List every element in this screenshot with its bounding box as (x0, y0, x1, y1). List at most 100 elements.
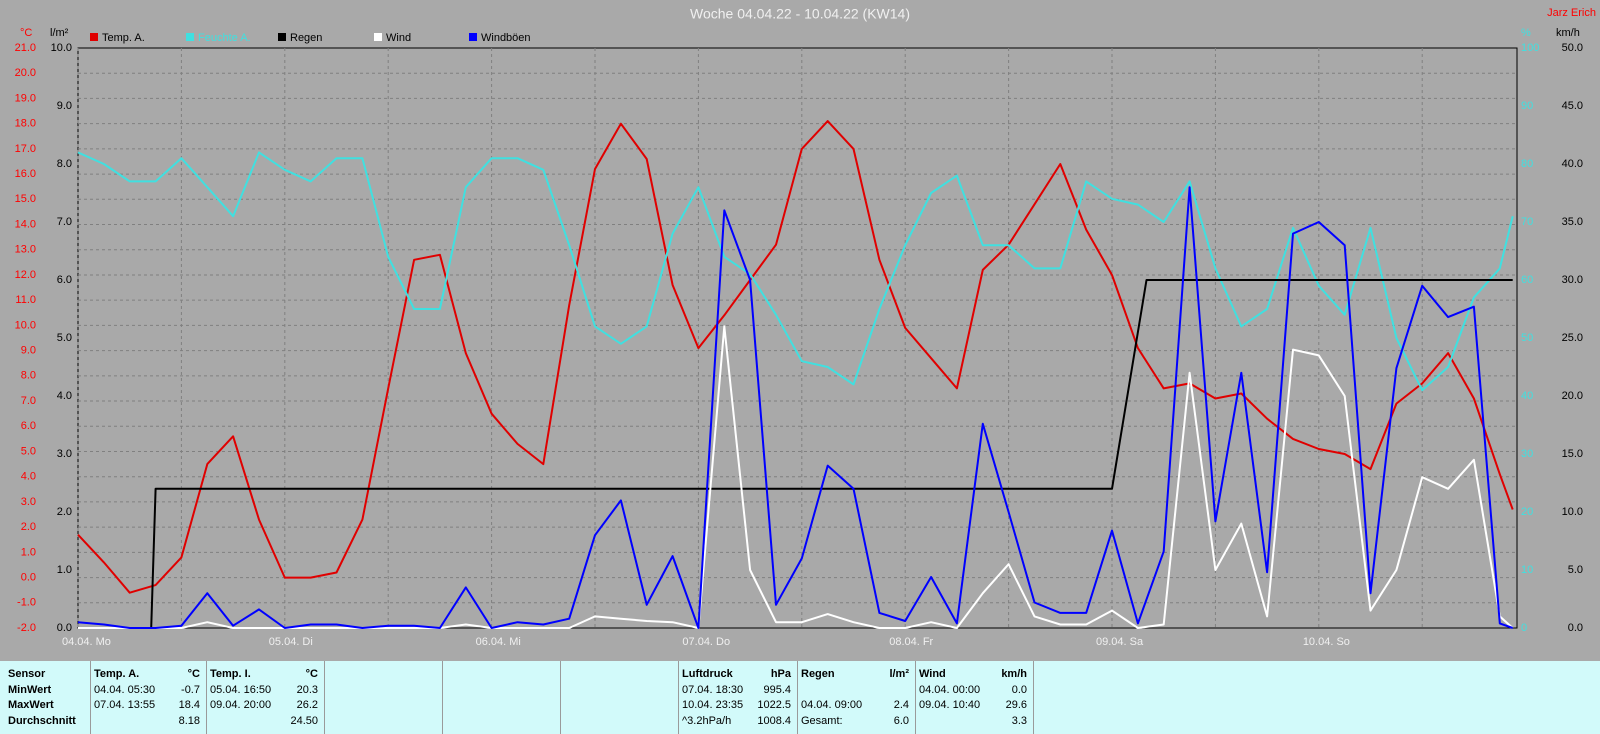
series-line (77, 151, 1514, 392)
y4-tick-label: 35.0 (1562, 216, 1583, 228)
y-tick-label: 12.0 (15, 269, 36, 281)
y3-tick-label: 60 (1521, 274, 1533, 286)
y-tick-label: 7.0 (21, 395, 36, 407)
cell-value: 1022.5 (757, 699, 791, 711)
y3-tick-label: 50 (1521, 332, 1533, 344)
y3-tick-label: 70 (1521, 216, 1533, 228)
y2-axis-title: l/m² (50, 27, 69, 39)
cell-time: 09.04. 10:40 (919, 699, 981, 711)
y-tick-label: 17.0 (15, 143, 36, 155)
y4-tick-label: 5.0 (1568, 564, 1583, 576)
column-separator (915, 661, 916, 734)
chart: Woche 04.04.22 - 10.04.22 (KW14) Jarz Er… (15, 6, 1596, 648)
y-tick-label: 19.0 (15, 92, 36, 104)
y2-tick-label: 3.0 (57, 448, 72, 460)
cell-value: 8.18 (178, 715, 200, 727)
y-tick-label: 21.0 (15, 42, 36, 54)
legend-label: Wind (386, 32, 411, 44)
column-header: Wind (919, 668, 946, 680)
column-unit: °C (305, 668, 318, 680)
y2-tick-label: 9.0 (57, 100, 72, 112)
y-axis-title: °C (20, 27, 32, 39)
y-tick-label: 15.0 (15, 193, 36, 205)
y-tick-label: 18.0 (15, 118, 36, 130)
y3-tick-label: 30 (1521, 448, 1533, 460)
legend-swatch (278, 33, 286, 41)
cell-time: 07.04. 13:55 (94, 699, 156, 711)
cell-time: Gesamt: (801, 715, 843, 727)
cell-value: 995.4 (763, 684, 791, 696)
column-unit: °C (187, 668, 200, 680)
legend-swatch (90, 33, 98, 41)
y-tick-label: 11.0 (15, 294, 36, 306)
cell-time: 09.04. 20:00 (210, 699, 272, 711)
column-unit: l/m² (889, 668, 909, 680)
column-header: Luftdruck (682, 668, 733, 680)
cell-time: 04.04. 09:00 (801, 699, 863, 711)
y3-tick-label: 80 (1521, 158, 1533, 170)
cell-time: 04.04. 05:30 (94, 684, 156, 696)
y3-tick-label: 100 (1521, 42, 1539, 54)
y-tick-label: 14.0 (15, 218, 36, 230)
y-tick-label: 16.0 (15, 168, 36, 180)
y3-tick-label: 90 (1521, 100, 1533, 112)
x-tick-label: 06.04. Mi (476, 636, 521, 648)
chart-title: Woche 04.04.22 - 10.04.22 (KW14) (690, 6, 910, 22)
column-separator (560, 661, 561, 734)
y3-tick-label: 10 (1521, 564, 1533, 576)
column-separator (678, 661, 679, 734)
y4-tick-label: 0.0 (1568, 622, 1583, 634)
y4-tick-label: 50.0 (1562, 42, 1583, 54)
y-tick-label: 6.0 (21, 420, 36, 432)
legend-swatch (186, 33, 194, 41)
y-tick-label: -2.0 (17, 622, 36, 634)
series-line (77, 186, 1514, 629)
column-separator (324, 661, 325, 734)
row-label: MinWert (8, 684, 52, 696)
cell-time: ^3.2hPa/h (682, 715, 732, 727)
series-line (78, 325, 1514, 629)
y2-tick-label: 2.0 (57, 506, 72, 518)
column-unit: km/h (1001, 668, 1027, 680)
y4-tick-label: 15.0 (1562, 448, 1583, 460)
y4-tick-label: 30.0 (1562, 274, 1583, 286)
author: Jarz Erich (1547, 7, 1596, 19)
y4-tick-label: 25.0 (1562, 332, 1583, 344)
cell-value: 26.2 (296, 699, 318, 711)
y2-tick-label: 7.0 (57, 216, 72, 228)
x-tick-label: 07.04. Do (682, 636, 730, 648)
plot-area (77, 47, 1518, 629)
cell-value: 1008.4 (757, 715, 791, 727)
cell-value: 29.6 (1005, 699, 1027, 711)
column-separator (206, 661, 207, 734)
table-header: Sensor (8, 668, 46, 680)
column-separator (90, 661, 91, 734)
y3-tick-label: 20 (1521, 506, 1533, 518)
y2-tick-label: 5.0 (57, 332, 72, 344)
row-label: MaxWert (8, 699, 54, 711)
y3-tick-label: 0 (1521, 622, 1527, 634)
x-tick-label: 08.04. Fr (889, 636, 933, 648)
y-tick-label: -1.0 (17, 597, 36, 609)
cell-value: 0.0 (1011, 684, 1027, 696)
y4-axis-title: km/h (1556, 27, 1580, 39)
y-tick-label: 2.0 (21, 521, 36, 533)
y3-tick-label: 40 (1521, 390, 1533, 402)
column-separator (1033, 661, 1034, 734)
x-tick-label: 05.04. Di (269, 636, 313, 648)
column-header: Regen (801, 668, 835, 680)
y4-tick-label: 10.0 (1562, 506, 1583, 518)
legend-swatch (374, 33, 382, 41)
cell-value: -0.7 (181, 684, 200, 696)
cell-time: 04.04. 00:00 (919, 684, 981, 696)
y-tick-label: 13.0 (15, 244, 36, 256)
y2-tick-label: 0.0 (57, 622, 72, 634)
legend-label: Feuchte A. (198, 32, 251, 44)
cell-time: 05.04. 16:50 (210, 684, 272, 696)
y-tick-label: 3.0 (21, 496, 36, 508)
column-separator (442, 661, 443, 734)
cell-time: 07.04. 18:30 (682, 684, 744, 696)
y-tick-label: 0.0 (21, 571, 36, 583)
cell-value: 18.4 (178, 699, 200, 711)
